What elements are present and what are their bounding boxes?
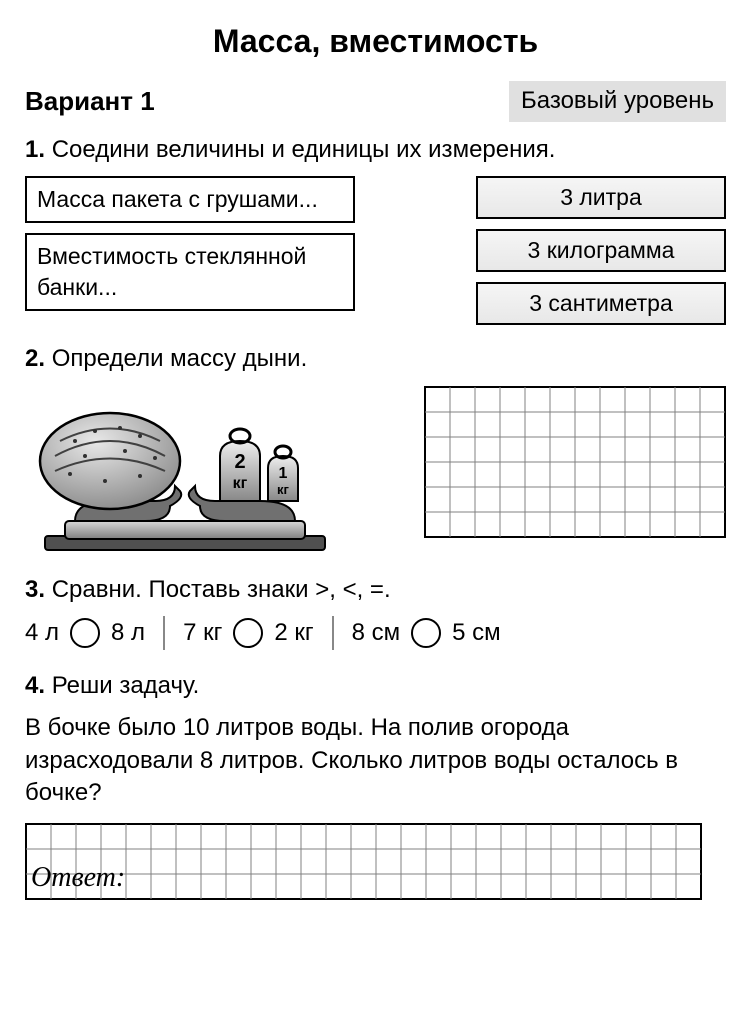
task3-compare-row: 4 л 8 л 7 кг 2 кг 8 см 5 см [25,616,726,650]
pair-1-circle[interactable] [233,618,263,648]
task1-num: 1. [25,136,45,163]
pair-0-circle[interactable] [70,618,100,648]
task4-num: 4. [25,672,45,699]
pair-2-circle[interactable] [411,618,441,648]
task1-prompt: Соедини величины и единицы их измерения. [52,136,556,163]
weight-2-value: 2 [234,451,245,473]
task1-match: Масса пакета с грушами... Вместимость ст… [25,176,726,325]
weight-1-unit: кг [277,482,290,497]
pair-2-a: 8 см [352,617,401,649]
task1-left-col: Масса пакета с грушами... Вместимость ст… [25,176,355,311]
task1-text: 1. Соедини величины и единицы их измерен… [25,134,726,166]
task2-row: 2 кг 1 кг [25,386,726,556]
task3-prompt: Сравни. Поставь знаки >, <, =. [52,576,391,603]
task1-left-box-1[interactable]: Вместимость стеклянной банки... [25,233,355,311]
task4-text: 4. Реши задачу. [25,670,726,702]
task1-right-box-0[interactable]: 3 литра [476,176,726,219]
level-badge: Базовый уровень [509,81,726,121]
task2-prompt: Определи массу дыни. [52,345,308,372]
pair-1-a: 7 кг [183,617,222,649]
task4-prompt: Реши задачу. [52,672,200,699]
task2-num: 2. [25,345,45,372]
pair-2-b: 5 см [452,617,501,649]
divider-icon [163,616,165,650]
task2-answer-grid[interactable] [424,386,726,538]
task1-left-box-0[interactable]: Масса пакета с грушами... [25,176,355,223]
task3-num: 3. [25,576,45,603]
task1-right-col: 3 литра 3 килограмма 3 сантиметра [476,176,726,325]
header-row: Вариант 1 Базовый уровень [25,81,726,121]
task3-text: 3. Сравни. Поставь знаки >, <, =. [25,574,726,606]
divider-icon [332,616,334,650]
pair-1-b: 2 кг [274,617,313,649]
task1-right-box-2[interactable]: 3 сантиметра [476,282,726,325]
page-title: Масса, вместимость [25,20,726,63]
answer-label: Ответ: [31,859,125,897]
weight-2-unit: кг [233,475,248,492]
task2-text: 2. Определи массу дыни. [25,343,726,375]
task4-body: В бочке было 10 литров воды. На полив ог… [25,712,726,809]
variant-label: Вариант 1 [25,84,155,119]
pair-0-b: 8 л [111,617,145,649]
task4-answer-grid[interactable]: Ответ: [25,823,726,900]
weight-1-value: 1 [279,465,288,482]
pair-0-a: 4 л [25,617,59,649]
scale-illustration: 2 кг 1 кг [25,386,345,556]
task1-right-box-1[interactable]: 3 килограмма [476,229,726,272]
